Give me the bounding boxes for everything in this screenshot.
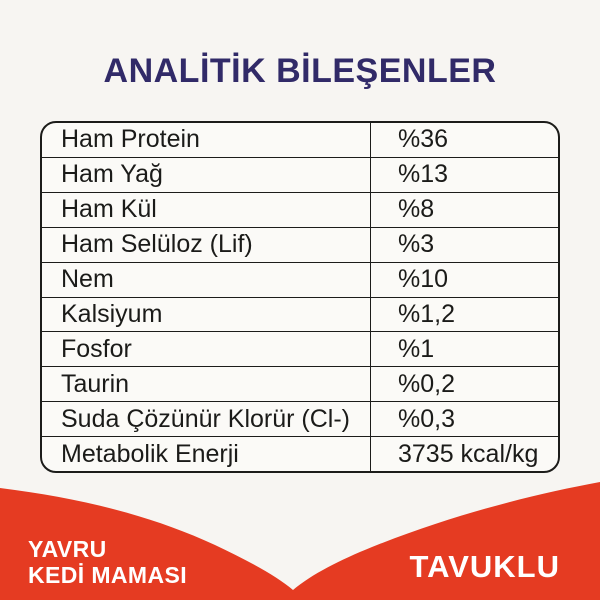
component-name: Taurin xyxy=(61,369,130,398)
component-value: %13 xyxy=(370,157,558,192)
product-type-line1: YAVRU xyxy=(28,536,107,562)
component-name: Nem xyxy=(61,265,114,294)
table-row: Ham Kül %8 xyxy=(42,191,558,227)
component-value: %0,2 xyxy=(370,367,558,402)
product-type-line2: KEDİ MAMASI xyxy=(28,562,188,588)
component-name: Ham Yağ xyxy=(61,160,163,189)
product-type-text: YAVRU KEDİ MAMASI xyxy=(28,536,187,588)
component-name: Ham Protein xyxy=(61,125,200,154)
table-row: Metabolik Enerji 3735 kcal/kg xyxy=(42,436,558,471)
component-name: Metabolik Enerji xyxy=(61,439,239,468)
table-row: Ham Selüloz (Lif) %3 xyxy=(42,226,558,262)
red-wave-shape xyxy=(0,482,600,600)
table-row: Taurin %0,2 xyxy=(42,366,558,402)
component-value: %8 xyxy=(370,192,558,227)
component-name: Fosfor xyxy=(61,334,132,363)
component-value: 3735 kcal/kg xyxy=(370,437,558,471)
component-value: %0,3 xyxy=(370,402,558,437)
component-value: %3 xyxy=(370,227,558,262)
component-name: Suda Çözünür Klorür (Cl-) xyxy=(61,404,350,433)
component-name: Ham Selüloz (Lif) xyxy=(61,230,253,259)
component-value: %1 xyxy=(370,332,558,367)
flavor-text: TAVUKLU xyxy=(409,549,560,584)
component-name: Kalsiyum xyxy=(61,299,163,328)
page-title: ANALİTİK BİLEŞENLER xyxy=(103,52,497,90)
component-value: %36 xyxy=(370,123,558,157)
table-row: Ham Yağ %13 xyxy=(42,156,558,192)
component-name: Ham Kül xyxy=(61,195,157,224)
component-value: %10 xyxy=(370,262,558,297)
table-row: Ham Protein %36 xyxy=(42,123,558,157)
table-row: Nem %10 xyxy=(42,261,558,297)
table-row: Kalsiyum %1,2 xyxy=(42,296,558,332)
component-value: %1,2 xyxy=(370,297,558,332)
table-row: Fosfor %1 xyxy=(42,331,558,367)
analytical-components-table: Ham Protein %36 Ham Yağ %13 Ham Kül %8 H… xyxy=(40,121,560,473)
table-row: Suda Çözünür Klorür (Cl-) %0,3 xyxy=(42,401,558,437)
